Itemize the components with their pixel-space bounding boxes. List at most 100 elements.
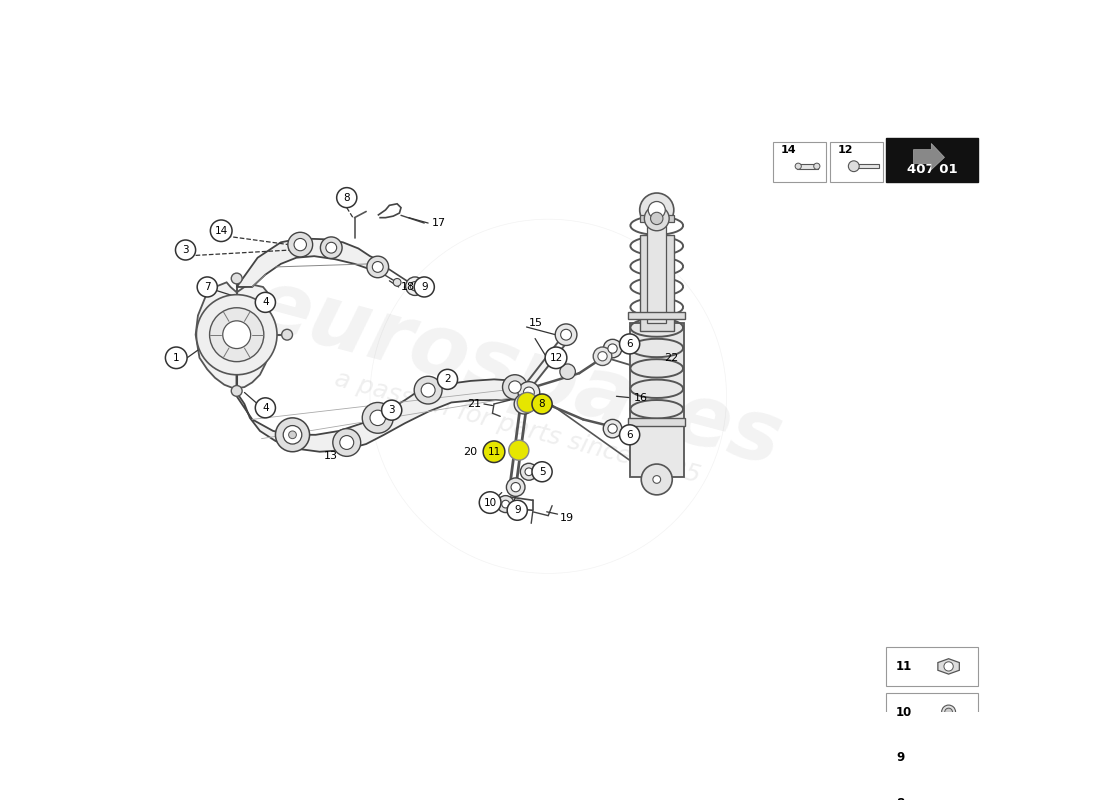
Circle shape: [512, 482, 520, 492]
Circle shape: [255, 292, 275, 312]
Circle shape: [524, 387, 535, 398]
Circle shape: [508, 381, 521, 394]
Bar: [886, 784, 978, 800]
Circle shape: [362, 402, 394, 434]
Circle shape: [210, 220, 232, 242]
Circle shape: [503, 374, 527, 399]
Circle shape: [525, 468, 532, 476]
Text: 3: 3: [388, 405, 395, 415]
Circle shape: [946, 754, 952, 761]
Circle shape: [556, 324, 576, 346]
Circle shape: [546, 347, 566, 369]
Text: 9: 9: [514, 506, 520, 515]
Circle shape: [415, 376, 442, 404]
Bar: [648, 211, 667, 323]
Circle shape: [944, 662, 954, 671]
Circle shape: [514, 394, 535, 414]
Circle shape: [165, 347, 187, 369]
Bar: [829, 142, 883, 182]
Circle shape: [814, 163, 820, 170]
Circle shape: [795, 163, 801, 170]
Circle shape: [497, 496, 514, 513]
Circle shape: [480, 492, 501, 514]
Text: 13: 13: [323, 451, 338, 462]
Bar: [886, 647, 978, 686]
Circle shape: [506, 478, 525, 496]
Circle shape: [288, 431, 296, 438]
Bar: [886, 693, 978, 731]
Text: 18: 18: [402, 282, 415, 292]
Circle shape: [532, 462, 552, 482]
Bar: [946, 715, 950, 726]
Circle shape: [326, 242, 337, 253]
Circle shape: [340, 435, 354, 450]
Circle shape: [560, 364, 575, 379]
Text: eurospares: eurospares: [243, 262, 791, 484]
Text: 4: 4: [262, 403, 268, 413]
Circle shape: [532, 394, 552, 414]
Circle shape: [648, 202, 666, 218]
Circle shape: [197, 294, 277, 374]
Circle shape: [421, 383, 436, 397]
Circle shape: [619, 334, 640, 354]
Polygon shape: [236, 374, 529, 452]
Text: 14: 14: [780, 145, 796, 155]
Text: 19: 19: [560, 513, 574, 523]
Circle shape: [603, 339, 622, 358]
Text: 6: 6: [626, 430, 632, 440]
Text: 3: 3: [183, 245, 189, 255]
Circle shape: [210, 308, 264, 362]
Bar: [628, 418, 685, 426]
Text: 11: 11: [896, 660, 912, 673]
Text: a passion for parts since 1985: a passion for parts since 1985: [332, 366, 703, 487]
Circle shape: [619, 425, 640, 445]
Circle shape: [640, 193, 674, 227]
Circle shape: [255, 398, 275, 418]
Circle shape: [507, 500, 527, 520]
Bar: [628, 312, 685, 319]
Bar: [640, 234, 674, 331]
Text: 10: 10: [484, 498, 497, 507]
Text: 10: 10: [896, 706, 912, 718]
Circle shape: [282, 330, 293, 340]
Text: 22: 22: [664, 353, 679, 363]
Polygon shape: [938, 658, 959, 674]
Text: 15: 15: [529, 318, 543, 328]
Circle shape: [283, 426, 301, 444]
Text: 407 01: 407 01: [906, 163, 957, 176]
Text: 8: 8: [343, 193, 350, 202]
Text: 14: 14: [214, 226, 228, 236]
Circle shape: [294, 238, 307, 250]
Circle shape: [598, 352, 607, 361]
Circle shape: [502, 500, 509, 508]
Text: 8: 8: [896, 797, 904, 800]
Text: 8: 8: [539, 399, 546, 409]
Text: 16: 16: [634, 393, 648, 403]
Bar: [886, 738, 978, 777]
Text: 9: 9: [421, 282, 428, 292]
Bar: [772, 142, 826, 182]
Bar: [640, 215, 674, 222]
Circle shape: [653, 476, 661, 483]
Circle shape: [508, 440, 529, 460]
Circle shape: [372, 262, 383, 272]
Bar: [852, 164, 879, 168]
Circle shape: [848, 161, 859, 172]
Circle shape: [518, 382, 540, 403]
Circle shape: [943, 751, 955, 764]
Text: 17: 17: [432, 218, 447, 228]
Text: 11: 11: [487, 446, 500, 457]
Circle shape: [520, 463, 538, 480]
Circle shape: [641, 464, 672, 495]
Circle shape: [561, 330, 572, 340]
Circle shape: [337, 188, 356, 208]
Polygon shape: [913, 143, 945, 170]
Circle shape: [333, 429, 361, 456]
Text: 20: 20: [463, 446, 477, 457]
Circle shape: [367, 256, 388, 278]
Text: 12: 12: [549, 353, 562, 363]
Circle shape: [320, 237, 342, 258]
Circle shape: [197, 277, 218, 297]
Circle shape: [394, 278, 402, 286]
Text: 1: 1: [173, 353, 179, 363]
